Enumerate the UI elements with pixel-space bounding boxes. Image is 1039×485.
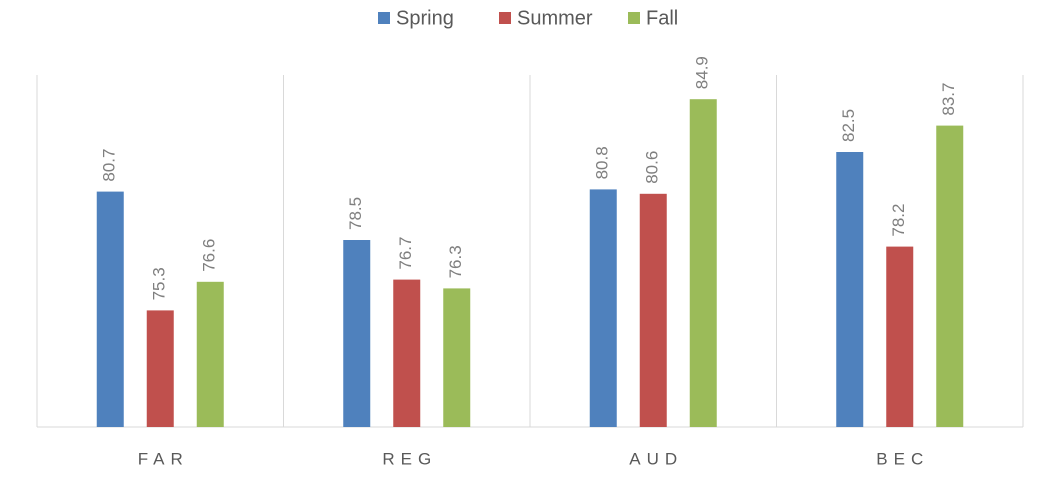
legend-label: Spring [396,7,454,29]
bar [343,240,371,427]
data-label: 82.5 [839,109,858,142]
bar [689,99,717,427]
x-tick-label: REG [382,449,437,468]
x-tick-label: BEC [876,449,929,468]
bar [639,193,667,427]
bar [443,288,471,427]
bar [886,246,914,427]
bar [196,281,224,427]
legend-swatch [378,12,390,24]
data-label: 84.9 [693,56,712,89]
data-label: 78.2 [889,204,908,237]
data-label: 78.5 [346,197,365,230]
bar [936,125,964,427]
bar [836,152,864,427]
data-label: 75.3 [150,267,169,300]
legend-swatch [628,12,640,24]
data-label: 83.7 [939,83,958,116]
data-label: 76.3 [446,245,465,278]
bar [146,310,174,427]
data-label: 80.8 [593,146,612,179]
legend-label: Summer [517,7,593,29]
x-tick-label: FAR [138,449,189,468]
bar [393,279,421,427]
bar [589,189,617,427]
data-label: 80.7 [100,149,119,182]
data-label: 76.7 [396,237,415,270]
data-label: 76.6 [200,239,219,272]
data-label: 80.6 [643,151,662,184]
bar [96,191,124,427]
legend-swatch [499,12,511,24]
legend-label: Fall [646,7,678,29]
x-tick-label: AUD [629,449,683,468]
